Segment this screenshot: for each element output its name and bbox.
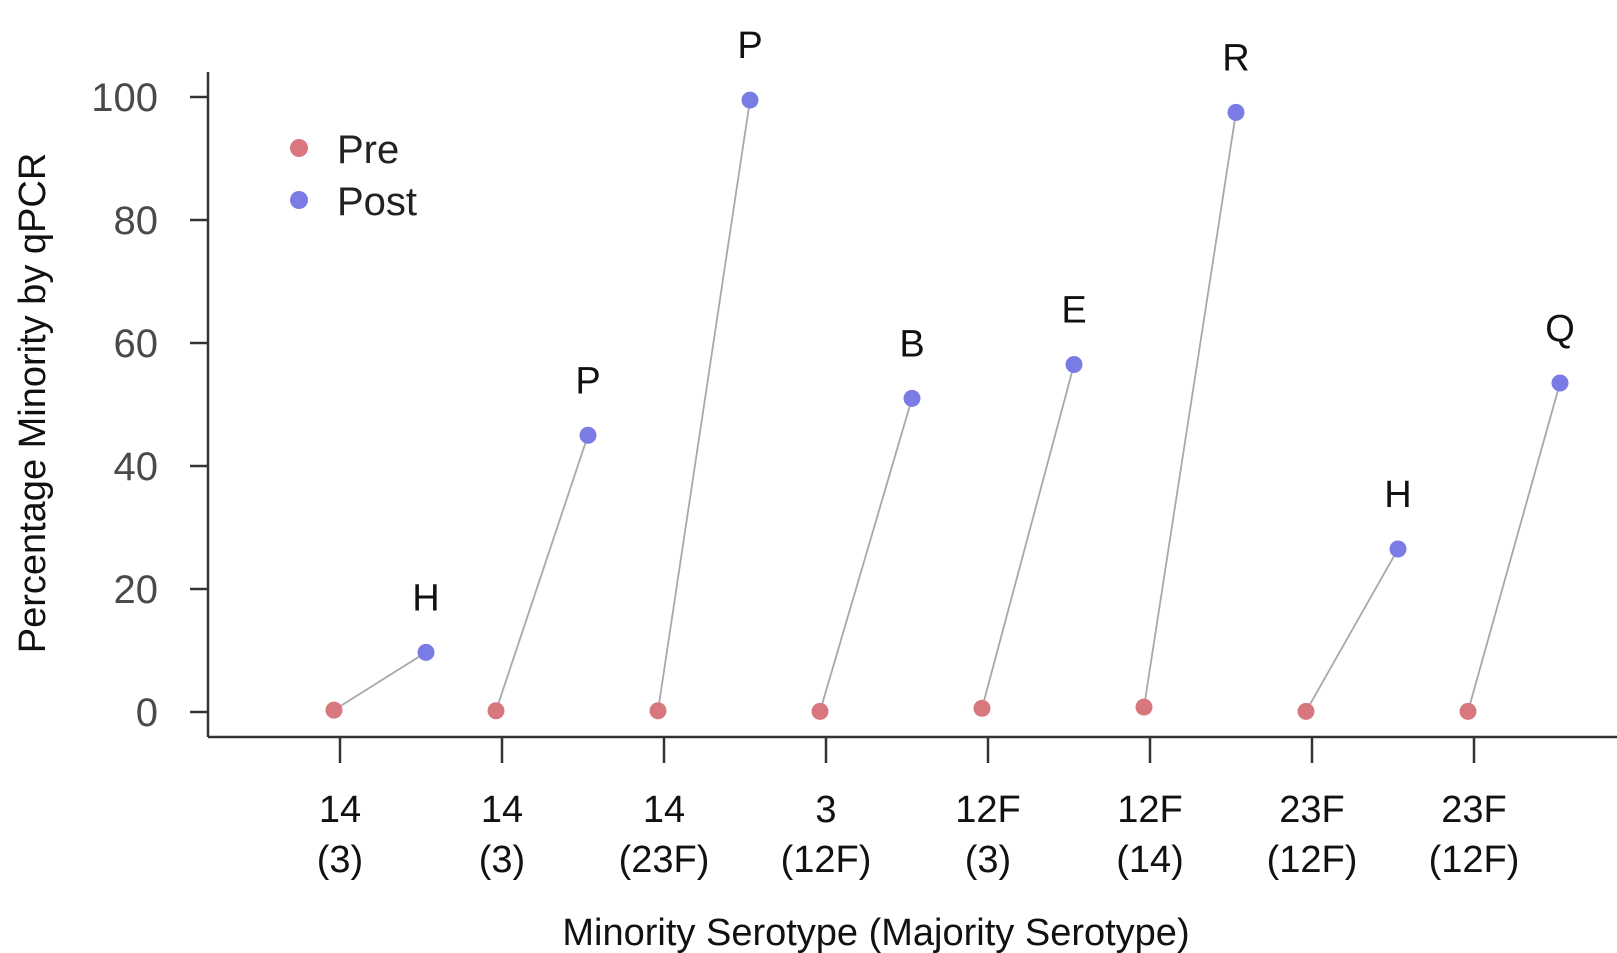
x-tick-label-majority: (23F) <box>619 839 710 881</box>
point-annotation: E <box>1061 290 1086 332</box>
x-tick-label-majority: (3) <box>317 839 363 881</box>
x-ticks: 14 (3) 14 (3) 14 (23F) 3 (12F) 12F (3) 12F (14) 23F (… <box>317 737 1520 881</box>
x-tick-label-minority: 12F <box>955 789 1020 831</box>
point-post <box>417 643 435 661</box>
y-tick-label: 40 <box>114 445 159 489</box>
x-tick-label-majority: (3) <box>965 839 1011 881</box>
connector-line <box>495 434 589 712</box>
legend-label-post: Post <box>337 180 417 224</box>
connector-line <box>981 364 1075 709</box>
connector-line <box>1305 548 1399 712</box>
connector-line <box>333 651 427 711</box>
y-tick-label: 100 <box>91 76 158 120</box>
point-annotation: H <box>412 577 439 619</box>
legend-marker-post <box>290 191 308 209</box>
point-pre <box>325 701 343 719</box>
point-pre <box>649 702 667 720</box>
point-post <box>1065 356 1083 374</box>
x-tick-label-majority: (14) <box>1116 839 1184 881</box>
legend: Pre Post <box>290 128 417 224</box>
connector-line <box>1143 112 1237 708</box>
point-annotation: Q <box>1545 308 1575 350</box>
x-tick-label-minority: 12F <box>1117 789 1182 831</box>
annotations: H P P B E R H Q <box>412 25 1575 619</box>
x-axis-title: Minority Serotype (Majority Serotype) <box>562 912 1189 953</box>
point-pre <box>1297 702 1315 720</box>
point-post <box>1389 540 1407 558</box>
point-pre <box>1459 702 1477 720</box>
y-tick-label: 80 <box>114 199 159 243</box>
y-axis-title: Percentage Minority by qPCR <box>12 153 54 654</box>
x-tick-label-minority: 3 <box>815 789 836 831</box>
x-tick-label-minority: 14 <box>481 789 523 831</box>
point-post <box>741 91 759 109</box>
axes <box>206 72 1617 739</box>
connector-line <box>657 99 751 711</box>
x-tick-label-minority: 14 <box>319 789 361 831</box>
point-annotation: B <box>899 323 924 365</box>
point-post <box>579 426 597 444</box>
point-pre <box>1135 698 1153 716</box>
connectors <box>333 99 1561 712</box>
y-ticks: 0 20 40 60 80 100 <box>91 76 208 735</box>
y-tick-label: 20 <box>114 568 159 612</box>
points <box>325 91 1569 720</box>
x-tick-label-majority: (12F) <box>1429 839 1520 881</box>
point-pre <box>487 702 505 720</box>
connector-line <box>819 398 913 712</box>
y-tick-label: 0 <box>136 691 158 735</box>
point-pre <box>811 702 829 720</box>
legend-marker-pre <box>290 139 308 157</box>
x-tick-label-majority: (12F) <box>1267 839 1358 881</box>
point-post <box>903 389 921 407</box>
point-annotation: P <box>737 25 762 67</box>
y-tick-label: 60 <box>114 322 159 366</box>
point-annotation: R <box>1222 37 1249 79</box>
x-tick-label-minority: 23F <box>1441 789 1506 831</box>
point-post <box>1551 374 1569 392</box>
legend-label-pre: Pre <box>337 128 399 172</box>
point-post <box>1227 103 1245 121</box>
connector-line <box>1467 382 1561 712</box>
x-tick-label-minority: 14 <box>643 789 685 831</box>
x-tick-label-majority: (3) <box>479 839 525 881</box>
point-annotation: P <box>575 360 600 402</box>
point-pre <box>973 699 991 717</box>
point-annotation: H <box>1384 474 1411 516</box>
x-tick-label-minority: 23F <box>1279 789 1344 831</box>
x-tick-label-majority: (12F) <box>781 839 872 881</box>
